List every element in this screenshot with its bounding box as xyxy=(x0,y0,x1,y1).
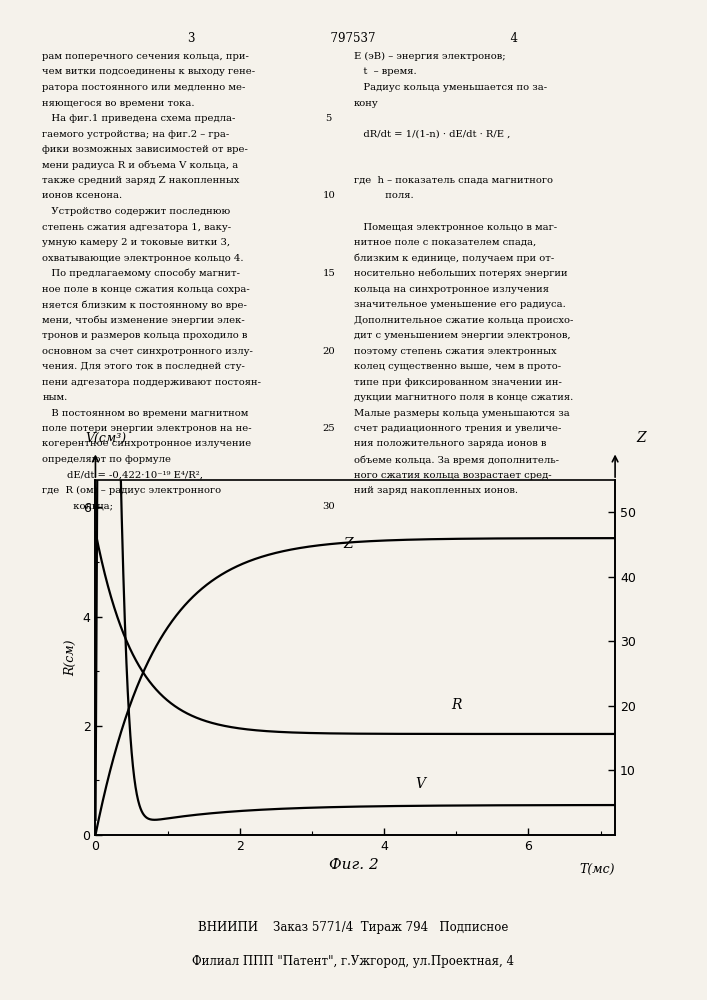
Text: V: V xyxy=(415,777,425,791)
Text: носительно небольших потерях энергии: носительно небольших потерях энергии xyxy=(354,269,567,278)
Text: ного сжатия кольца возрастает сред-: ного сжатия кольца возрастает сред- xyxy=(354,471,551,480)
Text: В постоянном во времени магнитном: В постоянном во времени магнитном xyxy=(42,409,249,418)
Text: поля.: поля. xyxy=(354,192,413,200)
Text: Помещая электронное кольцо в маг-: Помещая электронное кольцо в маг- xyxy=(354,223,556,232)
Text: определяют по формуле: определяют по формуле xyxy=(42,455,171,464)
Text: умную камеру 2 и токовые витки 3,: умную камеру 2 и токовые витки 3, xyxy=(42,238,230,247)
Text: Дополнительное сжатие кольца происхо-: Дополнительное сжатие кольца происхо- xyxy=(354,316,573,325)
Text: dE/dt = -0,422·10⁻¹⁹ E⁴/R²,: dE/dt = -0,422·10⁻¹⁹ E⁴/R², xyxy=(42,471,204,480)
Text: нитное поле с показателем спада,: нитное поле с показателем спада, xyxy=(354,238,536,247)
Text: гаемого устройства; на фиг.2 – гра-: гаемого устройства; на фиг.2 – гра- xyxy=(42,130,230,139)
Text: чения. Для этого ток в последней сту-: чения. Для этого ток в последней сту- xyxy=(42,362,245,371)
Text: типе при фиксированном значении ин-: типе при фиксированном значении ин- xyxy=(354,378,561,387)
Text: фики возможных зависимостей от вре-: фики возможных зависимостей от вре- xyxy=(42,145,248,154)
Text: V(см³): V(см³) xyxy=(85,432,126,444)
Y-axis label: R(см): R(см) xyxy=(64,639,77,676)
Text: дит с уменьшением энергии электронов,: дит с уменьшением энергии электронов, xyxy=(354,331,570,340)
Text: E (эВ) – энергия электронов;: E (эВ) – энергия электронов; xyxy=(354,52,505,61)
Text: Филиал ППП "Патент", г.Ужгород, ул.Проектная, 4: Филиал ППП "Патент", г.Ужгород, ул.Проек… xyxy=(192,956,515,968)
Text: кону: кону xyxy=(354,99,378,107)
Text: колец существенно выше, чем в прото-: колец существенно выше, чем в прото- xyxy=(354,362,561,371)
Text: няющегося во времени тока.: няющегося во времени тока. xyxy=(42,99,195,107)
Text: где  R (ом) – радиус электронного: где R (ом) – радиус электронного xyxy=(42,486,221,495)
Text: t  – время.: t – время. xyxy=(354,68,416,77)
Text: когерентное синхротронное излучение: когерентное синхротронное излучение xyxy=(42,440,252,448)
Text: также средний заряд Z накопленных: также средний заряд Z накопленных xyxy=(42,176,240,185)
Text: По предлагаемому способу магнит-: По предлагаемому способу магнит- xyxy=(42,269,240,278)
Text: степень сжатия адгезатора 1, ваку-: степень сжатия адгезатора 1, ваку- xyxy=(42,223,232,232)
Text: рам поперечного сечения кольца, при-: рам поперечного сечения кольца, при- xyxy=(42,52,250,61)
Text: кольца на синхротронное излучения: кольца на синхротронное излучения xyxy=(354,284,549,294)
Text: 5: 5 xyxy=(325,114,332,123)
Text: мени, чтобы изменение энергии элек-: мени, чтобы изменение энергии элек- xyxy=(42,316,245,325)
Text: 25: 25 xyxy=(322,424,335,433)
Text: где  h – показатель спада магнитного: где h – показатель спада магнитного xyxy=(354,176,552,185)
Text: 10: 10 xyxy=(322,192,335,200)
Text: ионов ксенона.: ионов ксенона. xyxy=(42,192,122,200)
Text: Фиг. 2: Фиг. 2 xyxy=(329,858,378,872)
Text: значительное уменьшение его радиуса.: значительное уменьшение его радиуса. xyxy=(354,300,566,309)
Text: тронов и размеров кольца проходило в: тронов и размеров кольца проходило в xyxy=(42,331,247,340)
Text: 20: 20 xyxy=(322,347,335,356)
Text: кольца;: кольца; xyxy=(42,502,113,511)
Text: Z: Z xyxy=(636,430,645,444)
Text: Малые размеры кольца уменьшаются за: Малые размеры кольца уменьшаются за xyxy=(354,409,569,418)
Text: ное поле в конце сжатия кольца сохра-: ное поле в конце сжатия кольца сохра- xyxy=(42,284,250,294)
Text: Z: Z xyxy=(343,537,353,551)
Text: На фиг.1 приведена схема предла-: На фиг.1 приведена схема предла- xyxy=(42,114,236,123)
Text: поэтому степень сжатия электронных: поэтому степень сжатия электронных xyxy=(354,347,556,356)
Text: ратора постоянного или медленно ме-: ратора постоянного или медленно ме- xyxy=(42,83,246,92)
Text: dR/dt = 1/(1-n) · dE/dt · R/E ,: dR/dt = 1/(1-n) · dE/dt · R/E , xyxy=(354,130,510,139)
Text: дукции магнитного поля в конце сжатия.: дукции магнитного поля в конце сжатия. xyxy=(354,393,573,402)
Text: Радиус кольца уменьшается по за-: Радиус кольца уменьшается по за- xyxy=(354,83,547,92)
Text: пени адгезатора поддерживают постоян-: пени адгезатора поддерживают постоян- xyxy=(42,378,262,387)
Text: основном за счет синхротронного излу-: основном за счет синхротронного излу- xyxy=(42,347,253,356)
Text: близким к единице, получаем при от-: близким к единице, получаем при от- xyxy=(354,254,554,263)
Text: счет радиационного трения и увеличе-: счет радиационного трения и увеличе- xyxy=(354,424,561,433)
Text: R: R xyxy=(451,698,462,712)
Text: 15: 15 xyxy=(322,269,335,278)
Text: ным.: ным. xyxy=(42,393,68,402)
Text: T(мс): T(мс) xyxy=(580,863,615,876)
Text: 30: 30 xyxy=(322,502,335,511)
Text: ВНИИПИ    Заказ 5771/4  Тираж 794   Подписное: ВНИИПИ Заказ 5771/4 Тираж 794 Подписное xyxy=(198,922,509,934)
Text: чем витки подсоединены к выходу гене-: чем витки подсоединены к выходу гене- xyxy=(42,68,255,77)
Text: охватывающие электронное кольцо 4.: охватывающие электронное кольцо 4. xyxy=(42,254,244,263)
Text: 3                                    797537                                    4: 3 797537 4 xyxy=(189,31,518,44)
Text: поле потери энергии электронов на не-: поле потери энергии электронов на не- xyxy=(42,424,252,433)
Text: ний заряд накопленных ионов.: ний заряд накопленных ионов. xyxy=(354,486,518,495)
Text: объеме кольца. За время дополнитель-: объеме кольца. За время дополнитель- xyxy=(354,455,559,465)
Text: Устройство содержит последнюю: Устройство содержит последнюю xyxy=(42,207,230,216)
Text: няется близким к постоянному во вре-: няется близким к постоянному во вре- xyxy=(42,300,247,310)
Text: ния положительного заряда ионов в: ния положительного заряда ионов в xyxy=(354,440,546,448)
Text: мени радиуса R и объема V кольца, а: мени радиуса R и объема V кольца, а xyxy=(42,161,239,170)
